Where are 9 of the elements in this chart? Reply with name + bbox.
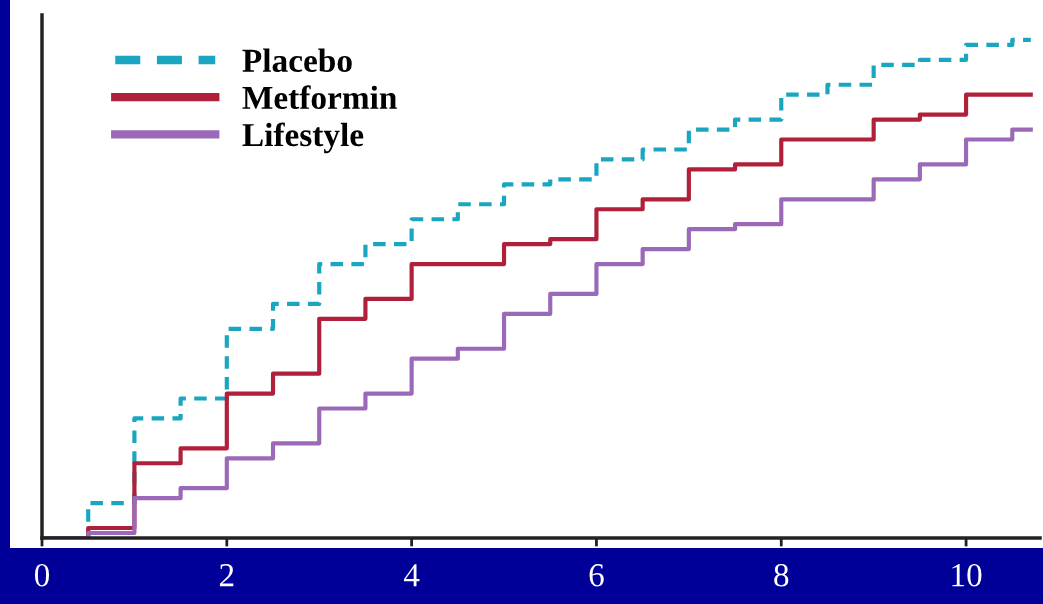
x-tick-label: 0 (34, 563, 50, 587)
x-tick-label: 10 (952, 563, 982, 587)
legend-label: Metformin (242, 85, 397, 110)
x-tick-label: 2 (219, 564, 234, 587)
x-tick-label: 8 (774, 563, 789, 587)
x-tick-label: 4 (403, 564, 420, 587)
x-tick-label: 6 (589, 564, 604, 587)
legend-label: Lifestyle (242, 122, 364, 154)
legend-label: Placebo (242, 48, 352, 72)
